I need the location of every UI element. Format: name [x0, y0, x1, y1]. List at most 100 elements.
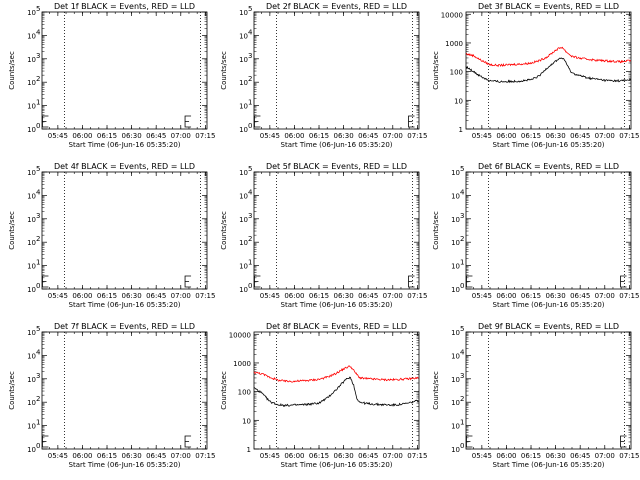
y-tick-label: 10 [239, 79, 248, 87]
y-tick-label: 10 [27, 9, 36, 17]
y-tick-exponent: 2 [248, 235, 252, 243]
attenuator-marker [620, 435, 627, 448]
detector-panel: Det 6f BLACK = Events, RED = LLD 05:45 06:… [432, 162, 639, 309]
y-tick-exponent: 3 [460, 212, 464, 220]
attenuator-marker [408, 115, 415, 128]
y-axis-label: Counts/sec [432, 51, 440, 90]
y-tick-label: 10 [27, 376, 36, 384]
y-tick-label: 10 [451, 216, 460, 224]
plot-frame [253, 331, 420, 450]
y-tick-label: 1000 [445, 40, 463, 48]
y-tick-exponent: 3 [460, 372, 464, 380]
y-tick-label: 10 [451, 169, 460, 177]
x-tick-label: 05:45 [260, 452, 280, 460]
x-tick-label: 06:45 [570, 452, 590, 460]
y-tick-label: 10 [239, 32, 248, 40]
y-tick-label: 10 [27, 103, 36, 111]
plot-frame [253, 11, 420, 130]
panel-title: Det 2f BLACK = Events, RED = LLD [266, 2, 407, 11]
y-tick-exponent: 4 [248, 28, 253, 36]
y-tick-exponent: 1 [248, 259, 252, 267]
y-tick-exponent: 5 [36, 165, 40, 173]
plot-frame [465, 11, 632, 130]
x-axis-label: Start Time (06-Jun-16 05:35:20) [281, 141, 393, 149]
y-tick-label: 10 [239, 169, 248, 177]
x-axis-label: Start Time (06-Jun-16 05:35:20) [493, 141, 605, 149]
x-tick-label: 05:45 [472, 292, 492, 300]
attenuator-marker [42, 275, 49, 288]
x-tick-label: 06:15 [309, 292, 329, 300]
series-line [253, 376, 419, 408]
x-tick-label: 07:00 [383, 132, 403, 140]
series-line [465, 46, 631, 68]
panel-title: Det 3f BLACK = Events, RED = LLD [478, 2, 619, 11]
y-tick-label: 10 [239, 103, 248, 111]
plot-frame [465, 331, 632, 450]
detector-panel: Det 2f BLACK = Events, RED = LLD 05:45 06:… [220, 2, 427, 149]
x-tick-label: 06:45 [358, 292, 378, 300]
x-tick-label: 05:45 [472, 452, 492, 460]
x-tick-label: 06:45 [570, 132, 590, 140]
plot-frame [41, 171, 208, 290]
x-tick-label: 05:45 [260, 132, 280, 140]
x-tick-label: 06:00 [284, 132, 304, 140]
x-tick-label: 06:15 [97, 132, 117, 140]
x-axis-label: Start Time (06-Jun-16 05:35:20) [281, 301, 393, 309]
attenuator-marker [42, 115, 49, 128]
x-tick-label: 07:15 [407, 452, 427, 460]
x-tick-label: 07:00 [595, 292, 615, 300]
attenuator-marker [42, 435, 49, 448]
panel-title: Det 7f BLACK = Events, RED = LLD [54, 322, 195, 331]
detector-panel: Det 3f BLACK = Events, RED = LLD 05:45 06:… [432, 2, 639, 149]
y-tick-label: 10 [239, 56, 248, 64]
y-tick-exponent: 3 [248, 212, 252, 220]
y-tick-exponent: 1 [460, 259, 464, 267]
panel-title: Det 8f BLACK = Events, RED = LLD [266, 322, 407, 331]
y-tick-label: 1000 [233, 360, 251, 368]
y-tick-label: 10000 [229, 331, 251, 339]
x-tick-label: 06:45 [570, 292, 590, 300]
x-tick-label: 07:00 [383, 452, 403, 460]
y-tick-exponent: 3 [36, 372, 40, 380]
y-tick-exponent: 5 [460, 165, 464, 173]
x-tick-label: 06:15 [521, 132, 541, 140]
panel-title: Det 4f BLACK = Events, RED = LLD [54, 162, 195, 171]
y-tick-label: 10 [27, 32, 36, 40]
y-tick-label: 10 [27, 352, 36, 360]
y-tick-label: 10 [451, 263, 460, 271]
y-tick-exponent: 3 [36, 212, 40, 220]
x-tick-label: 07:00 [383, 292, 403, 300]
y-tick-label: 10 [451, 423, 460, 431]
x-tick-label: 07:00 [595, 452, 615, 460]
x-tick-label: 06:45 [146, 132, 166, 140]
x-tick-label: 05:45 [48, 292, 68, 300]
x-tick-label: 06:15 [309, 132, 329, 140]
x-tick-label: 06:30 [546, 292, 566, 300]
y-tick-exponent: 4 [36, 348, 41, 356]
y-tick-label: 10 [239, 286, 248, 294]
y-tick-exponent: 4 [36, 188, 41, 196]
x-tick-label: 06:30 [334, 132, 354, 140]
y-tick-exponent: 2 [460, 395, 464, 403]
x-axis-label: Start Time (06-Jun-16 05:35:20) [69, 461, 181, 469]
x-tick-label: 06:00 [496, 292, 516, 300]
y-tick-exponent: 4 [460, 348, 465, 356]
y-axis-label: Counts/sec [220, 211, 228, 250]
y-tick-exponent: 5 [248, 5, 252, 13]
x-tick-label: 06:30 [546, 132, 566, 140]
x-tick-label: 07:15 [195, 292, 215, 300]
y-tick-label: 10 [27, 263, 36, 271]
x-tick-label: 07:15 [619, 452, 639, 460]
x-tick-label: 06:00 [72, 292, 92, 300]
x-tick-label: 05:45 [48, 132, 68, 140]
x-tick-label: 06:30 [122, 452, 142, 460]
x-tick-label: 06:00 [284, 292, 304, 300]
y-tick-label: 10 [27, 399, 36, 407]
y-tick-label: 10 [451, 446, 460, 454]
x-tick-label: 07:00 [171, 452, 191, 460]
y-tick-exponent: 0 [248, 122, 252, 130]
y-axis-label: Counts/sec [220, 371, 228, 410]
y-tick-label: 10 [27, 216, 36, 224]
x-tick-label: 06:00 [496, 452, 516, 460]
y-tick-exponent: 3 [248, 52, 252, 60]
